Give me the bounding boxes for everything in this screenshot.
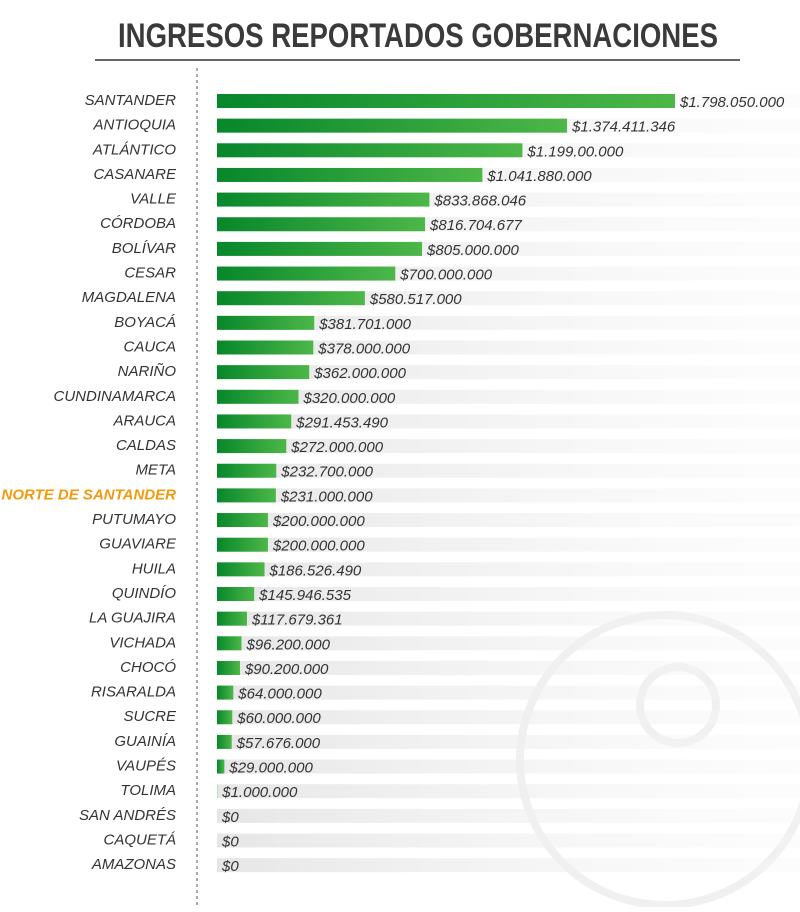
bar xyxy=(217,291,365,305)
bar xyxy=(217,686,233,700)
value-label: $1.374.411.346 xyxy=(571,119,676,136)
bar xyxy=(217,587,254,601)
value-label: $64.000.000 xyxy=(237,686,322,703)
value-label: $1.041.880.000 xyxy=(486,168,592,185)
value-label: $232.700.000 xyxy=(280,464,373,481)
category-label: SAN ANDRÉS xyxy=(79,807,176,824)
bar xyxy=(217,735,232,749)
category-label: LA GUAJIRA xyxy=(89,610,176,627)
category-label: NARIÑO xyxy=(118,363,177,380)
bar xyxy=(217,143,522,157)
category-label: GUAINÍA xyxy=(114,733,176,750)
category-label: CHOCÓ xyxy=(120,659,176,676)
category-label: CÓRDOBA xyxy=(100,215,176,232)
value-label: $90.200.000 xyxy=(244,661,329,678)
bar-track xyxy=(217,784,800,798)
value-label: $29.000.000 xyxy=(228,760,313,777)
category-label: NORTE DE SANTANDER xyxy=(2,486,177,503)
category-label: CAQUETÁ xyxy=(103,831,176,848)
value-label: $362.000.000 xyxy=(313,365,406,382)
value-label: $0 xyxy=(221,809,239,826)
value-label: $816.704.677 xyxy=(429,217,522,234)
bar xyxy=(217,168,482,182)
category-label: PUTUMAYO xyxy=(92,511,176,528)
bar xyxy=(217,562,265,576)
value-label: $60.000.000 xyxy=(236,710,321,727)
category-label: RISARALDA xyxy=(91,684,176,701)
bar xyxy=(217,636,242,650)
value-label: $200.000.000 xyxy=(272,513,365,530)
value-label: $1.199.00.000 xyxy=(526,143,624,160)
category-label: TOLIMA xyxy=(120,782,176,799)
value-label: $1.798.050.000 xyxy=(679,94,785,111)
value-label: $580.517.000 xyxy=(369,291,462,308)
category-label: META xyxy=(135,462,176,479)
category-label: CESAR xyxy=(124,265,176,282)
value-label: $272.000.000 xyxy=(290,439,383,456)
value-label: $117.679.361 xyxy=(251,612,343,629)
category-label: SUCRE xyxy=(123,708,177,725)
bar xyxy=(217,513,268,527)
value-label: $231.000.000 xyxy=(280,488,373,505)
value-label: $805.000.000 xyxy=(426,242,519,259)
bar-track xyxy=(217,809,800,823)
bar xyxy=(217,414,291,428)
bar xyxy=(217,464,276,478)
category-label: QUINDÍO xyxy=(112,585,177,602)
value-label: $186.526.490 xyxy=(269,562,362,579)
bar xyxy=(217,94,675,108)
category-label: VAUPÉS xyxy=(116,758,176,775)
bar xyxy=(217,612,247,626)
bar xyxy=(217,488,276,502)
category-label: CUNDINAMARCA xyxy=(53,388,176,405)
category-label: CALDAS xyxy=(116,437,176,454)
bar xyxy=(217,710,232,724)
value-label: $0 xyxy=(221,833,239,850)
bar xyxy=(217,365,309,379)
category-label: ANTIOQUIA xyxy=(92,117,176,134)
bar xyxy=(217,390,299,404)
value-label: $1.000.000 xyxy=(221,784,298,801)
value-label: $96.200.000 xyxy=(246,636,331,653)
bar xyxy=(217,341,313,355)
bar xyxy=(217,119,567,133)
category-label: ARAUCA xyxy=(112,412,176,429)
category-label: BOLÍVAR xyxy=(112,240,176,257)
category-label: BOYACÁ xyxy=(114,314,176,331)
bar xyxy=(217,439,286,453)
category-label: SANTANDER xyxy=(85,92,177,109)
value-label: $381.701.000 xyxy=(318,316,411,333)
chart-title: INGRESOS REPORTADOS GOBERNACIONES xyxy=(118,17,718,55)
category-label: GUAVIARE xyxy=(99,536,177,553)
bar xyxy=(217,242,422,256)
value-label: $57.676.000 xyxy=(236,735,321,752)
bar xyxy=(217,193,429,207)
value-label: $320.000.000 xyxy=(303,390,396,407)
category-label: ATLÁNTICO xyxy=(92,141,176,158)
category-label: MAGDALENA xyxy=(82,289,176,306)
bar-track xyxy=(217,834,800,848)
bar xyxy=(217,661,240,675)
value-label: $833.868.046 xyxy=(433,193,526,210)
value-label: $200.000.000 xyxy=(272,538,365,555)
category-label: HUILA xyxy=(132,560,176,577)
category-label: VALLE xyxy=(130,191,177,208)
bar xyxy=(217,760,224,774)
value-label: $0 xyxy=(221,858,239,875)
category-label: AMAZONAS xyxy=(91,856,176,873)
value-label: $145.946.535 xyxy=(258,587,351,604)
bar-track xyxy=(217,858,800,872)
value-label: $291.453.490 xyxy=(295,414,388,431)
value-label: $378.000.000 xyxy=(317,340,410,357)
category-label: VICHADA xyxy=(109,634,176,651)
bar xyxy=(217,316,314,330)
bar xyxy=(217,217,425,231)
bar xyxy=(217,267,395,281)
category-label: CAUCA xyxy=(123,338,176,355)
value-label: $700.000.000 xyxy=(399,267,492,284)
bar xyxy=(217,538,268,552)
category-label: CASANARE xyxy=(93,166,177,183)
